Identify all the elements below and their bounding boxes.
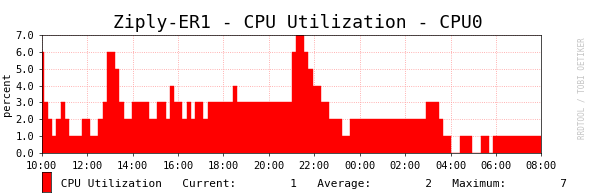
Y-axis label: percent: percent bbox=[2, 72, 12, 116]
Text: Ziply-ER1 - CPU Utilization - CPU0: Ziply-ER1 - CPU Utilization - CPU0 bbox=[112, 14, 483, 32]
Text: RRDTOOL / TOBI OETIKER: RRDTOOL / TOBI OETIKER bbox=[577, 37, 586, 139]
Text: CPU Utilization   Current:        1   Average:        2   Maximum:        7: CPU Utilization Current: 1 Average: 2 Ma… bbox=[54, 179, 566, 189]
